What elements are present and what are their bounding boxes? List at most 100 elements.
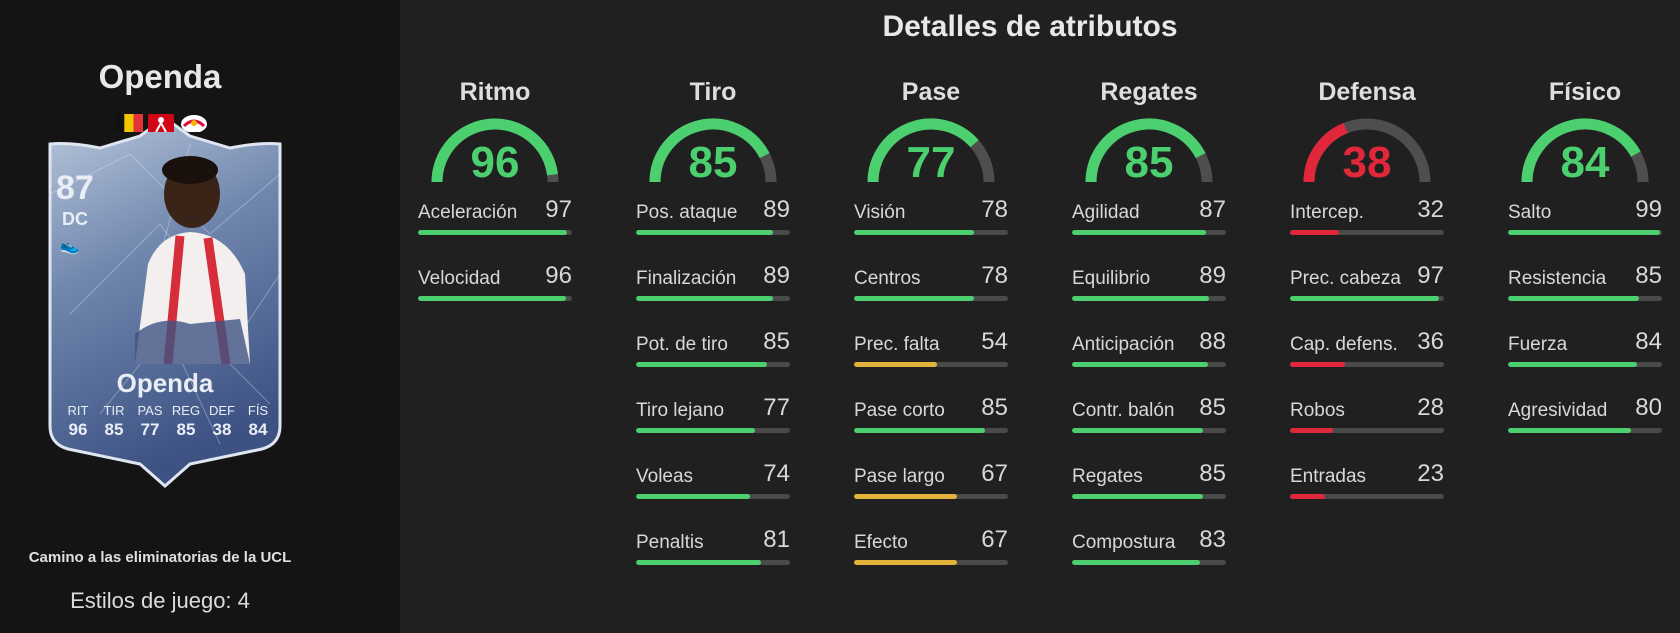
gauge-fill — [1085, 118, 1206, 183]
stat-bar — [1072, 560, 1226, 565]
stat-bar — [418, 296, 572, 301]
stat-value: 67 — [981, 460, 1008, 487]
card-label-rit: RIT — [67, 403, 89, 418]
category-value: 84 — [1560, 138, 1610, 187]
stat-bar-fill — [854, 230, 975, 235]
category-name: Tiro — [689, 78, 737, 106]
attributes-title: Detalles de atributos — [882, 10, 1178, 43]
stat-name: Robos — [1290, 400, 1345, 421]
stat-value: 28 — [1417, 394, 1444, 421]
category-gauge: 85 — [647, 116, 779, 188]
stat-bar-fill — [418, 230, 568, 235]
stat-list: Agilidad 87 Equilibrio 89 Anticipación 88 Cont… — [1064, 196, 1234, 592]
stat-bar — [1290, 296, 1444, 301]
gauge-fill — [431, 118, 558, 183]
card-label-pas: PAS — [137, 403, 163, 418]
card-value-fis: 84 — [248, 420, 268, 439]
stat-value: 67 — [981, 526, 1008, 553]
attribute-details-panel: Detalles de atributos Ritmo 96 Aceleración… — [400, 0, 1680, 633]
card-position: DC — [62, 209, 88, 229]
gauge-fill — [649, 118, 770, 183]
stat-bar-fill — [854, 428, 985, 433]
category-regates: Regates 85 Agilidad 87 Equilibrio 89 Anticipac… — [1064, 78, 1234, 592]
stat-name: Intercep. — [1290, 202, 1364, 223]
stat-row: Pase corto 85 — [846, 394, 1016, 460]
stat-bar — [418, 230, 572, 235]
stat-name: Anticipación — [1072, 334, 1175, 355]
player-card[interactable]: 87 DC 👟 Openda RIT TIR PAS REG DEF FÍS 9… — [40, 114, 290, 489]
stat-list: Salto 99 Resistencia 85 Fuerza 84 Agresividad 8… — [1500, 196, 1670, 460]
stat-row: Resistencia 85 — [1500, 262, 1670, 328]
stat-bar — [636, 494, 790, 499]
stat-name: Entradas — [1290, 466, 1367, 487]
stat-row: Equilibrio 89 — [1064, 262, 1234, 328]
stat-bar-fill — [854, 296, 975, 301]
stat-bar-fill — [1508, 362, 1638, 367]
category-ritmo: Ritmo 96 Aceleración 97 Velocidad 96 — [410, 78, 580, 328]
stat-name: Pase largo — [854, 466, 945, 487]
stat-name: Agresividad — [1508, 400, 1608, 421]
stat-bar — [1290, 494, 1444, 499]
gauge-fill — [1303, 122, 1348, 183]
stat-bar-fill — [1290, 296, 1440, 301]
stat-bar — [636, 230, 790, 235]
stat-row: Contr. balón 85 — [1064, 394, 1234, 460]
stat-value: 87 — [1199, 196, 1226, 223]
stat-name: Compostura — [1072, 532, 1176, 553]
stat-value: 85 — [1199, 460, 1226, 487]
stat-value: 85 — [763, 328, 790, 355]
stat-row: Pase largo 67 — [846, 460, 1016, 526]
stat-bar — [636, 428, 790, 433]
belgium-flag-icon — [115, 114, 143, 132]
stat-bar — [854, 362, 1008, 367]
stat-bar-fill — [636, 230, 774, 235]
stat-bar-fill — [1290, 362, 1346, 367]
stat-value: 84 — [1635, 328, 1662, 355]
stat-bar-fill — [854, 362, 938, 367]
stat-bar — [1508, 296, 1662, 301]
stat-bar — [1508, 362, 1662, 367]
stat-row: Prec. falta 54 — [846, 328, 1016, 394]
stat-value: 97 — [545, 196, 572, 223]
stat-value: 81 — [763, 526, 790, 553]
category-gauge: 38 — [1301, 116, 1433, 188]
stat-row: Regates 85 — [1064, 460, 1234, 526]
stat-name: Penaltis — [636, 532, 704, 553]
stat-list: Pos. ataque 89 Finalización 89 Pot. de tiro 8… — [628, 196, 798, 592]
stat-value: 23 — [1417, 460, 1444, 487]
stat-bar-fill — [854, 560, 958, 565]
stat-bar-fill — [636, 362, 767, 367]
card-player-name: Openda — [116, 368, 214, 398]
card-label-fis: FÍS — [247, 403, 269, 418]
card-label-def: DEF — [209, 403, 235, 418]
stat-value: 77 — [763, 394, 790, 421]
stat-bar — [854, 428, 1008, 433]
card-value-tir: 85 — [104, 420, 124, 439]
stat-value: 88 — [1199, 328, 1226, 355]
category-defensa: Defensa 38 Intercep. 32 Prec. cabeza 97 Cap. d… — [1282, 78, 1452, 526]
stat-row: Cap. defens. 36 — [1282, 328, 1452, 394]
category-gauge: 96 — [429, 116, 561, 188]
stat-value: 78 — [981, 262, 1008, 289]
category-gauge: 85 — [1083, 116, 1215, 188]
stat-value: 36 — [1417, 328, 1444, 355]
stat-row: Entradas 23 — [1282, 460, 1452, 526]
card-value-rit: 96 — [68, 420, 88, 439]
stat-name: Tiro lejano — [636, 400, 725, 421]
category-name: Regates — [1100, 78, 1198, 106]
stat-bar — [1072, 296, 1226, 301]
stat-bar-fill — [636, 428, 755, 433]
stat-value: 85 — [981, 394, 1008, 421]
category-value: 85 — [688, 138, 738, 187]
stat-bar-fill — [854, 494, 958, 499]
stat-name: Pot. de tiro — [636, 334, 728, 355]
category-gauge: 77 — [865, 116, 997, 188]
stat-value: 74 — [763, 460, 790, 487]
category-value: 96 — [470, 138, 520, 187]
stat-row: Agresividad 80 — [1500, 394, 1670, 460]
playstyles-count[interactable]: Estilos de juego: 4 — [70, 588, 250, 613]
stat-name: Prec. falta — [854, 334, 940, 355]
category-name: Defensa — [1318, 78, 1416, 106]
stat-list: Visión 78 Centros 78 Prec. falta 54 Pase corto… — [846, 196, 1016, 592]
card-stat-labels: RIT TIR PAS REG DEF FÍS — [62, 403, 274, 418]
